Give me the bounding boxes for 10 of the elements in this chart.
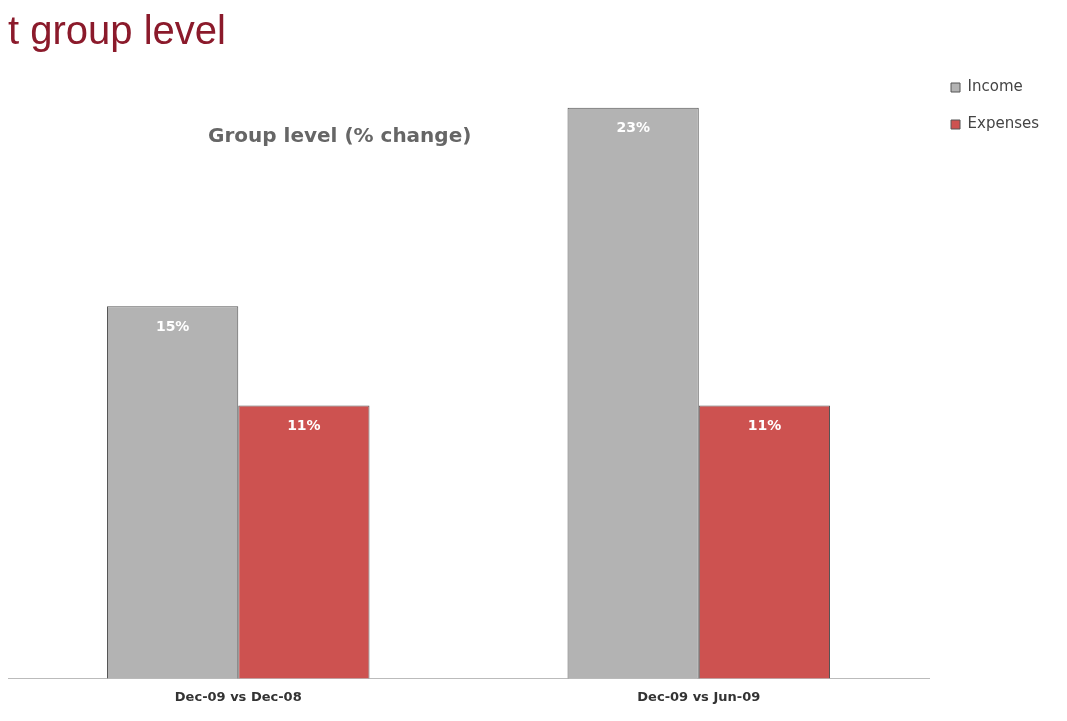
chart-title: t group level (8, 8, 226, 52)
x-tick-label: Dec-09 vs Jun-09 (637, 688, 761, 704)
data-label: 15% (155, 317, 190, 334)
data-label: 11% (747, 417, 782, 434)
legend-label: Expenses (967, 114, 1040, 133)
data-label: 11% (287, 417, 321, 434)
x-tick-label: Dec-09 vs Dec-08 (174, 688, 302, 704)
text: Group level (% change) (208, 123, 472, 147)
legend-label: Income (967, 77, 1023, 96)
data-label: 23% (616, 119, 650, 136)
